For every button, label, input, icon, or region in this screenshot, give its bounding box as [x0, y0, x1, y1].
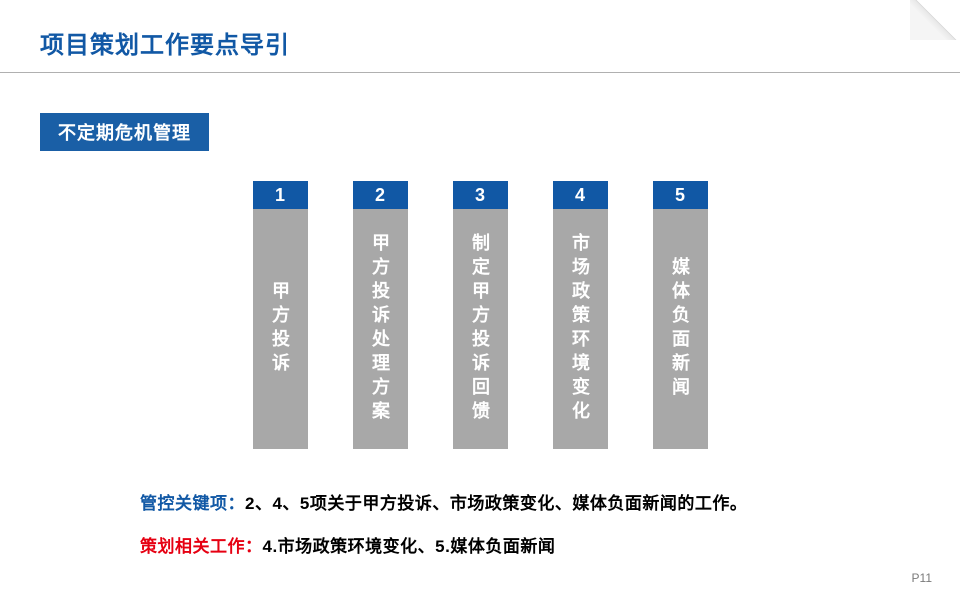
column-text: 甲方投诉: [267, 281, 293, 377]
subtitle-badge: 不定期危机管理: [40, 113, 209, 151]
column-2: 2 甲方投诉处理方案: [353, 181, 408, 449]
column-bar: 甲方投诉处理方案: [353, 209, 408, 449]
note-key: 策划相关工作：: [140, 537, 263, 556]
note-line-1: 管控关键项：2、4、5项关于甲方投诉、市场政策变化、媒体负面新闻的工作。: [140, 489, 960, 514]
column-1: 1 甲方投诉: [253, 181, 308, 449]
column-5: 5 媒体负面新闻: [653, 181, 708, 449]
note-body: 4.市场政策环境变化、5.媒体负面新闻: [263, 537, 556, 556]
column-bar: 媒体负面新闻: [653, 209, 708, 449]
column-number: 2: [353, 181, 408, 209]
column-text: 甲方投诉处理方案: [367, 233, 393, 425]
page-title: 项目策划工作要点导引: [40, 25, 960, 60]
column-bar: 甲方投诉: [253, 209, 308, 449]
column-number: 4: [553, 181, 608, 209]
column-text: 制定甲方投诉回馈: [467, 233, 493, 425]
page-number: P11: [912, 571, 932, 585]
column-text: 市场政策环境变化: [567, 233, 593, 425]
note-key: 管控关键项：: [140, 494, 245, 513]
title-underline: [0, 72, 960, 73]
notes-section: 管控关键项：2、4、5项关于甲方投诉、市场政策变化、媒体负面新闻的工作。 策划相…: [140, 489, 960, 557]
column-number: 1: [253, 181, 308, 209]
column-number: 5: [653, 181, 708, 209]
column-3: 3 制定甲方投诉回馈: [453, 181, 508, 449]
column-text: 媒体负面新闻: [667, 257, 693, 401]
column-bar: 制定甲方投诉回馈: [453, 209, 508, 449]
note-line-2: 策划相关工作：4.市场政策环境变化、5.媒体负面新闻: [140, 532, 960, 557]
header: 项目策划工作要点导引: [0, 0, 960, 73]
columns-container: 1 甲方投诉 2 甲方投诉处理方案 3 制定甲方投诉回馈 4 市场政策环境变化 …: [0, 181, 960, 449]
column-bar: 市场政策环境变化: [553, 209, 608, 449]
column-4: 4 市场政策环境变化: [553, 181, 608, 449]
note-body: 2、4、5项关于甲方投诉、市场政策变化、媒体负面新闻的工作。: [245, 494, 747, 513]
column-number: 3: [453, 181, 508, 209]
page-curl-decoration: [910, 0, 960, 40]
